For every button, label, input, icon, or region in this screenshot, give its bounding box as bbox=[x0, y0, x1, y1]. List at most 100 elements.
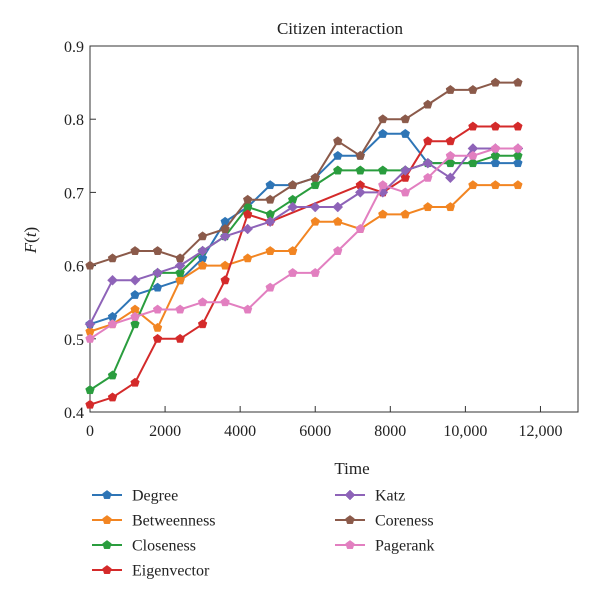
data-point bbox=[219, 230, 231, 242]
data-point bbox=[175, 275, 185, 285]
data-point bbox=[378, 114, 388, 124]
legend: Degree Betweenness Closeness Eigenvector Kat… bbox=[92, 488, 435, 580]
series-betweenness bbox=[85, 180, 523, 336]
data-point bbox=[85, 333, 95, 343]
data-point bbox=[130, 289, 140, 299]
data-point bbox=[220, 275, 230, 285]
data-point bbox=[400, 209, 410, 219]
legend-swatch-marker bbox=[102, 565, 112, 574]
data-point bbox=[107, 319, 118, 329]
data-point bbox=[265, 194, 275, 204]
y-tick-label: 0.5 bbox=[64, 332, 84, 349]
data-point bbox=[107, 392, 118, 402]
data-point bbox=[513, 180, 523, 190]
data-point bbox=[265, 246, 275, 255]
data-point bbox=[378, 180, 388, 190]
data-point bbox=[333, 216, 343, 226]
data-point bbox=[378, 209, 388, 219]
data-point bbox=[468, 180, 478, 190]
legend-label: Degree bbox=[132, 488, 178, 505]
legend-swatch-marker bbox=[102, 540, 112, 549]
data-point bbox=[152, 246, 163, 255]
data-point bbox=[130, 311, 140, 321]
data-point bbox=[130, 246, 140, 255]
data-point bbox=[220, 260, 230, 270]
series-pagerank bbox=[85, 143, 523, 343]
data-point bbox=[513, 158, 523, 168]
legend-label: Closeness bbox=[132, 538, 196, 555]
legend-swatch-marker bbox=[345, 540, 355, 549]
data-point bbox=[333, 246, 343, 255]
data-point bbox=[354, 187, 366, 198]
legend-label: Betweenness bbox=[132, 513, 216, 530]
data-point bbox=[152, 282, 163, 292]
x-tick-label: 12,000 bbox=[518, 423, 562, 440]
data-point bbox=[490, 77, 501, 87]
data-point bbox=[197, 297, 208, 307]
data-point bbox=[333, 165, 343, 175]
y-tick-label: 0.6 bbox=[64, 259, 84, 276]
plot-area bbox=[89, 45, 579, 413]
data-point bbox=[310, 267, 320, 277]
legend-item-coreness: Coreness bbox=[335, 513, 434, 530]
data-point bbox=[85, 399, 95, 409]
data-point bbox=[513, 143, 523, 153]
data-point bbox=[445, 136, 455, 146]
legend-item-eigenvector: Eigenvector bbox=[92, 563, 210, 580]
data-point bbox=[197, 231, 208, 241]
data-point bbox=[107, 253, 118, 263]
data-point bbox=[400, 187, 410, 197]
data-point bbox=[288, 267, 298, 277]
x-axis-label: Time bbox=[334, 459, 369, 478]
legend-item-degree: Degree bbox=[92, 488, 178, 505]
data-point bbox=[85, 260, 95, 270]
data-point bbox=[513, 77, 523, 87]
legend-label: Eigenvector bbox=[132, 563, 210, 580]
data-point bbox=[175, 253, 185, 263]
data-point bbox=[445, 84, 455, 94]
series-line-eigenvector bbox=[89, 125, 518, 406]
data-point bbox=[243, 304, 253, 314]
data-point bbox=[265, 282, 275, 292]
data-point bbox=[310, 180, 320, 190]
data-point bbox=[490, 150, 501, 160]
legend-swatch-marker bbox=[344, 489, 356, 501]
x-tick-label: 8000 bbox=[374, 423, 406, 440]
data-point bbox=[399, 165, 411, 176]
data-point bbox=[445, 202, 455, 212]
data-point bbox=[288, 180, 298, 190]
data-point bbox=[152, 322, 163, 332]
data-point bbox=[423, 172, 433, 182]
series-degree bbox=[85, 128, 523, 329]
data-point bbox=[130, 319, 140, 329]
data-point bbox=[152, 267, 163, 279]
legend-swatch-marker bbox=[345, 515, 355, 524]
data-point bbox=[333, 150, 343, 160]
series-coreness bbox=[85, 77, 523, 270]
data-point bbox=[355, 224, 365, 233]
axes: 0.4 0.5 0.6 0.7 0.8 0.9 0 2000 4000 6000 8000 10,00… bbox=[64, 39, 562, 440]
data-point bbox=[152, 304, 163, 314]
series-eigenvector bbox=[85, 121, 523, 409]
data-point bbox=[130, 377, 140, 387]
data-point bbox=[490, 121, 501, 131]
data-point bbox=[333, 136, 343, 146]
legend-item-katz: Katz bbox=[335, 488, 405, 505]
y-axis-label-group: F(t) bbox=[21, 227, 40, 254]
data-point bbox=[84, 318, 96, 330]
x-tick-label: 0 bbox=[86, 423, 94, 440]
data-point bbox=[400, 114, 410, 124]
y-tick-label: 0.4 bbox=[64, 405, 84, 422]
data-point bbox=[129, 274, 141, 286]
legend-label: Coreness bbox=[375, 513, 434, 530]
data-point bbox=[355, 150, 365, 160]
data-point bbox=[400, 128, 410, 138]
data-point bbox=[422, 157, 434, 169]
legend-item-pagerank: Pagerank bbox=[335, 538, 435, 555]
data-point bbox=[287, 201, 299, 213]
legend-swatch-marker bbox=[102, 490, 112, 499]
data-point bbox=[107, 370, 118, 380]
data-point bbox=[468, 121, 478, 131]
series-line-coreness bbox=[89, 81, 518, 267]
